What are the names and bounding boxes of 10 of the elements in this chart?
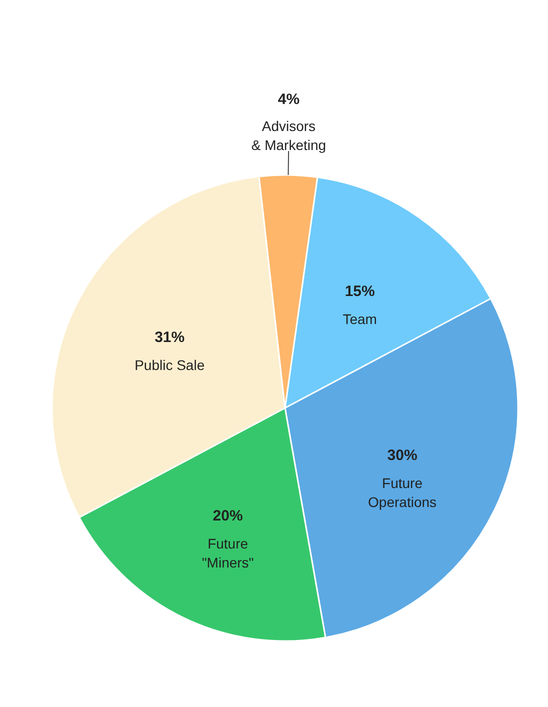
data-label: 4%	[278, 91, 300, 108]
slice-label: Public Sale	[134, 357, 205, 374]
slice-label: Future "Miners"	[202, 535, 254, 570]
data-label: 30%	[387, 447, 418, 464]
data-label: 15%	[344, 283, 375, 300]
slice-label: Advisors & Marketing	[251, 118, 326, 154]
slice-label: Team	[342, 311, 377, 328]
data-label: 20%	[212, 507, 243, 524]
slice-label: Future Operations	[368, 475, 437, 510]
data-label: 31%	[154, 329, 185, 346]
